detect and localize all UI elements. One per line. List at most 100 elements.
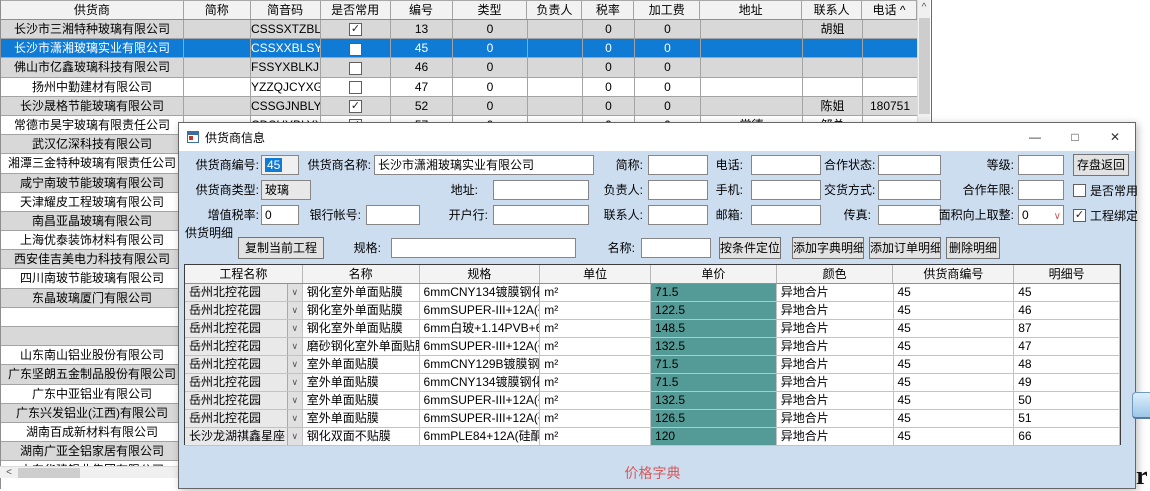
detail-column-header-7[interactable]: 明细号 — [1014, 265, 1120, 283]
column-header-2[interactable]: 简音码 — [251, 1, 321, 19]
detail-cell[interactable]: 87 — [1014, 320, 1120, 338]
column-header-5[interactable]: 类型 — [453, 1, 528, 19]
detail-cell[interactable]: 126.5 — [651, 410, 777, 428]
chevron-down-icon[interactable]: ∨ — [286, 284, 302, 301]
column-header-4[interactable]: 编号 — [391, 1, 453, 19]
detail-cell[interactable]: 66 — [1014, 428, 1120, 446]
detail-cell[interactable]: 6mmCNY134镀膜钢化 — [419, 284, 541, 302]
detail-cell[interactable]: 室外单面贴膜 — [302, 392, 420, 410]
detail-column-header-0[interactable]: 工程名称 — [185, 265, 303, 283]
detail-cell[interactable]: m² — [540, 338, 652, 356]
contact-field[interactable] — [648, 205, 708, 225]
column-header-7[interactable]: 税率 — [582, 1, 635, 19]
price-dictionary-link[interactable]: 价格字典 — [624, 465, 681, 481]
detail-cell[interactable]: 6mmPLE84+12A(硅酮胶... — [419, 428, 541, 446]
common-use-checkbox[interactable]: ✓ — [349, 23, 362, 37]
project-name-combobox[interactable]: 岳州北控花园 ∨ — [185, 356, 303, 374]
detail-cell[interactable]: 45 — [893, 428, 1015, 446]
detail-cell[interactable]: 6mmSUPER-III+12A(硅... — [419, 302, 541, 320]
detail-cell[interactable]: 异地合片 — [776, 284, 894, 302]
detail-cell[interactable]: 50 — [1014, 392, 1120, 410]
dialog-titlebar[interactable]: 供货商信息 — □ ✕ — [179, 123, 1135, 151]
detail-row[interactable]: 岳州北控花园∨室外单面贴膜6mmSUPER-III+12A(硅...m²126.… — [185, 410, 1120, 428]
detail-row[interactable]: 岳州北控花园∨钢化室外单面贴膜6mm白玻+1.14PVB+6mm...m²148… — [185, 320, 1120, 338]
abbr-field[interactable] — [648, 155, 708, 175]
mobile-field[interactable] — [751, 180, 821, 200]
detail-cell[interactable]: 49 — [1014, 374, 1120, 392]
detail-cell[interactable]: 异地合片 — [776, 410, 894, 428]
detail-cell[interactable]: 45 — [893, 374, 1015, 392]
detail-cell[interactable]: 132.5 — [651, 392, 777, 410]
chevron-down-icon[interactable]: ∨ — [286, 392, 302, 409]
detail-cell[interactable]: m² — [540, 356, 652, 374]
detail-cell[interactable]: 异地合片 — [776, 302, 894, 320]
maximize-icon[interactable]: □ — [1071, 130, 1079, 144]
project-bind-checkbox[interactable]: ✓ — [1073, 208, 1086, 222]
add-dictionary-detail-button[interactable]: 添加字典明细 — [792, 237, 864, 259]
supplier-row[interactable]: 扬州中勤建材有限公司YZZQJCYXGS47000 — [1, 77, 918, 97]
detail-cell[interactable]: 45 — [1014, 284, 1120, 302]
chevron-down-icon[interactable]: ∨ — [286, 338, 302, 355]
bank-account-field[interactable] — [366, 205, 420, 225]
chevron-down-icon[interactable]: ∨ — [286, 320, 302, 337]
detail-row[interactable]: 岳州北控花园∨磨砂钢化室外单面贴膜6mmSUPER-III+12A(硅...m²… — [185, 338, 1120, 356]
detail-cell[interactable]: 45 — [893, 338, 1015, 356]
detail-column-header-5[interactable]: 颜色 — [777, 265, 894, 283]
detail-column-header-3[interactable]: 单位 — [540, 265, 651, 283]
detail-cell[interactable]: 钢化双面不贴膜 — [302, 428, 420, 446]
project-name-combobox[interactable]: 岳州北控花园 ∨ — [185, 302, 303, 320]
detail-cell[interactable]: 71.5 — [651, 284, 777, 302]
detail-row[interactable]: 岳州北控花园∨钢化室外单面贴膜6mmSUPER-III+12A(硅...m²12… — [185, 302, 1120, 320]
detail-cell[interactable]: 71.5 — [651, 356, 777, 374]
detail-cell[interactable]: 46 — [1014, 302, 1120, 320]
detail-cell[interactable]: 47 — [1014, 338, 1120, 356]
name-filter-input[interactable] — [641, 238, 711, 258]
detail-row[interactable]: 岳州北控花园 ∨ 钢化室外单面贴膜 6mmCNY134镀膜钢化 m² 71.5 异地合片 45… — [185, 284, 1120, 302]
detail-cell[interactable]: 148.5 — [651, 320, 777, 338]
detail-column-header-1[interactable]: 名称 — [303, 265, 420, 283]
detail-row[interactable]: 长沙龙湖祺鑫星座∨钢化双面不贴膜6mmPLE84+12A(硅酮胶...m²120… — [185, 428, 1120, 446]
detail-cell[interactable]: 6mmCNY129B镀膜钢化 — [419, 356, 541, 374]
detail-column-header-2[interactable]: 规格 — [420, 265, 541, 283]
detail-cell[interactable]: 45 — [893, 410, 1015, 428]
chevron-down-icon[interactable]: ∨ — [286, 410, 302, 427]
detail-cell[interactable]: 6mmSUPER-III+12A(硅... — [419, 338, 541, 356]
common-use-checkbox[interactable]: ✓ — [349, 100, 362, 114]
detail-cell[interactable]: m² — [540, 302, 652, 320]
detail-cell[interactable]: 异地合片 — [776, 392, 894, 410]
delete-detail-button[interactable]: 删除明细 — [946, 237, 1000, 259]
detail-row[interactable]: 岳州北控花园∨室外单面贴膜6mmSUPER-III+12A(硅...m²132.… — [185, 392, 1120, 410]
detail-cell[interactable]: 磨砂钢化室外单面贴膜 — [302, 338, 420, 356]
detail-cell[interactable]: 6mmSUPER-III+12A(硅... — [419, 410, 541, 428]
grade-field[interactable] — [1018, 155, 1064, 175]
detail-cell[interactable]: 45 — [893, 320, 1015, 338]
detail-cell[interactable]: 钢化室外单面贴膜 — [302, 302, 420, 320]
supplier-type-field[interactable]: 玻璃 — [261, 180, 311, 200]
detail-row[interactable]: 岳州北控花园 ∨ 室外单面贴膜 6mmCNY134镀膜钢化 m² 71.5 异地合片 45 49 — [185, 374, 1120, 392]
detail-cell[interactable]: 45 — [893, 392, 1015, 410]
column-header-8[interactable]: 加工费 — [634, 1, 701, 19]
column-header-0[interactable]: 供货商 — [1, 1, 184, 19]
chevron-down-icon[interactable]: ∨ — [286, 374, 302, 391]
column-header-9[interactable]: 地址 — [700, 1, 803, 19]
detail-column-header-6[interactable]: 供货商编号 — [893, 265, 1015, 283]
detail-cell[interactable]: 6mm白玻+1.14PVB+6mm... — [419, 320, 541, 338]
locate-by-condition-button[interactable]: 按条件定位 — [719, 237, 781, 259]
detail-cell[interactable]: 室外单面贴膜 — [302, 410, 420, 428]
detail-cell[interactable]: 120 — [651, 428, 777, 446]
detail-cell[interactable]: 异地合片 — [776, 374, 894, 392]
chevron-down-icon[interactable]: ∨ — [286, 302, 302, 319]
project-name-combobox[interactable]: 岳州北控花园 ∨ — [185, 320, 303, 338]
detail-cell[interactable]: 室外单面贴膜 — [302, 374, 420, 392]
horizontal-scrollbar-thumb[interactable] — [18, 468, 80, 478]
detail-cell[interactable]: 51 — [1014, 410, 1120, 428]
add-order-detail-button[interactable]: 添加订单明细 — [869, 237, 941, 259]
common-use-checkbox[interactable] — [349, 80, 362, 94]
vertical-scrollbar-thumb[interactable] — [919, 18, 930, 114]
chevron-down-icon[interactable]: ∨ — [286, 356, 302, 373]
save-return-button[interactable]: 存盘返回 — [1073, 154, 1129, 176]
column-header-6[interactable]: 负责人 — [527, 1, 583, 19]
detail-cell[interactable]: m² — [540, 374, 652, 392]
supplier-row[interactable]: 佛山市亿鑫玻璃科技有限公司 FSSYXBLKJ.. 46 0 0 0 — [1, 58, 918, 78]
